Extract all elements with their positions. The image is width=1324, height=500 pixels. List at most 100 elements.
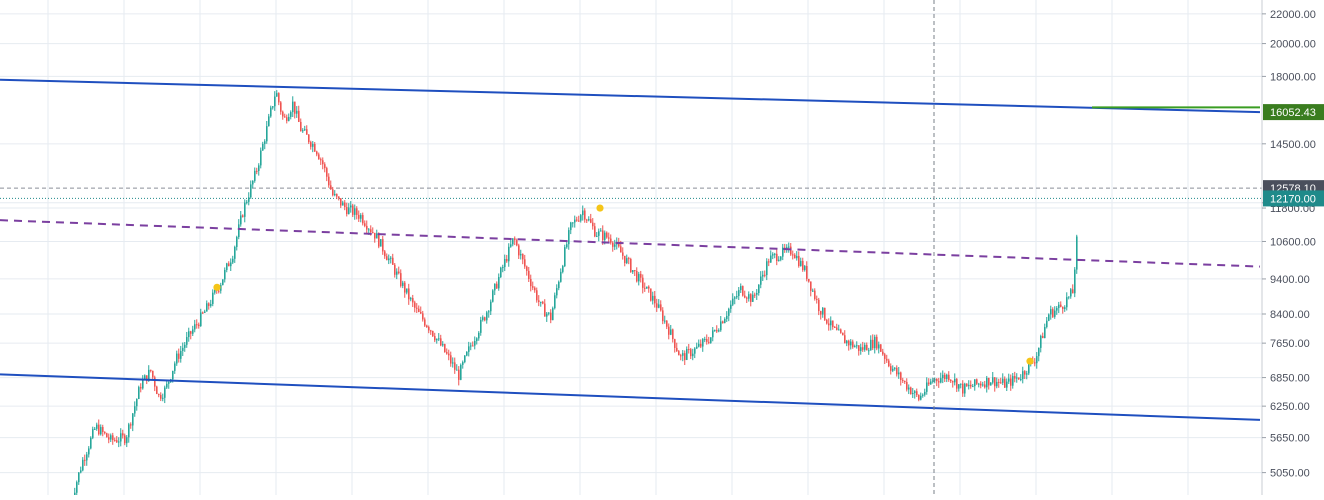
candle [726, 311, 728, 323]
candle [934, 377, 936, 384]
candle [730, 300, 732, 313]
candle-body [702, 339, 704, 347]
candle-body [634, 270, 636, 272]
candle [188, 327, 190, 342]
candle-body [1070, 289, 1072, 297]
candle-body [772, 254, 774, 256]
candle-body [520, 254, 522, 256]
candle-body [326, 168, 328, 177]
candle-body [508, 246, 510, 262]
candle-body [196, 324, 198, 326]
candle [76, 480, 78, 498]
lower-channel-line[interactable] [0, 373, 1261, 421]
candle [498, 273, 500, 291]
candle-body [732, 298, 734, 305]
candle [104, 431, 106, 435]
candle-body [344, 202, 346, 208]
candle-body [860, 347, 862, 351]
candle [284, 113, 286, 118]
candle [424, 317, 426, 328]
candle-body [252, 180, 254, 185]
candle-body [742, 286, 744, 296]
candle-body [878, 344, 880, 349]
candle [1012, 373, 1014, 389]
y-tick-label: 5650.00 [1270, 433, 1310, 445]
candle-body [1026, 373, 1028, 375]
candle [554, 292, 556, 310]
y-tick-label: 22000.00 [1270, 9, 1316, 21]
candle [386, 253, 388, 261]
candle-body [586, 219, 588, 221]
candle-body [230, 262, 232, 267]
candle-body [206, 303, 208, 312]
candle [312, 141, 314, 153]
candle [388, 254, 390, 265]
candle [782, 243, 784, 261]
candle [110, 433, 112, 443]
candle [390, 256, 392, 264]
price-axis[interactable]: 22000.0020000.0018000.0014500.0012000.00… [1261, 0, 1324, 495]
candle-body [452, 362, 454, 364]
candle-body [496, 283, 498, 289]
candle-body [126, 437, 128, 444]
candle [250, 180, 252, 199]
candle [164, 385, 166, 404]
candle-body [936, 378, 938, 382]
candle-body [466, 351, 468, 356]
candle-body [672, 329, 674, 340]
candle-body [964, 383, 966, 394]
candle-body [564, 247, 566, 267]
candle-body [794, 254, 796, 259]
candle [476, 337, 478, 345]
candle [622, 247, 624, 260]
candle-body [636, 271, 638, 282]
candle-body [880, 344, 882, 352]
candle [408, 283, 410, 305]
candle-body [348, 207, 350, 215]
candle [682, 350, 684, 362]
candle-body [280, 102, 282, 112]
candle [818, 297, 820, 316]
candle [836, 323, 838, 331]
candle [896, 365, 898, 377]
candle-body [1024, 371, 1026, 375]
candle [1010, 374, 1012, 391]
candle-body [160, 394, 162, 399]
candle [704, 336, 706, 343]
candle-body [638, 273, 640, 282]
candle-body [970, 384, 972, 387]
candle [422, 310, 424, 322]
candle-body [668, 326, 670, 335]
candle [112, 432, 114, 445]
candle-body [112, 435, 114, 441]
upper-channel-line[interactable] [0, 78, 1261, 114]
candle-body [340, 198, 342, 206]
candle-body [490, 301, 492, 312]
candle-body [360, 215, 362, 219]
candle-body [300, 121, 302, 132]
candle [606, 231, 608, 239]
candle-body [782, 247, 784, 257]
candle-body [1002, 378, 1004, 383]
candle [294, 101, 296, 119]
candle-body [450, 355, 452, 364]
candle-body [536, 290, 538, 301]
candle-body [648, 286, 650, 289]
candle [702, 337, 704, 352]
candle [744, 290, 746, 299]
trend-lines[interactable] [0, 78, 1261, 421]
candle-body [962, 383, 964, 394]
candle-body [1056, 308, 1058, 311]
candle-body [180, 350, 182, 359]
candle [270, 105, 272, 118]
candle-body [346, 207, 348, 215]
neckline[interactable] [0, 219, 1261, 268]
candle [662, 307, 664, 325]
candle [612, 241, 614, 252]
y-tick-label: 6250.00 [1270, 401, 1310, 413]
candle [968, 380, 970, 390]
candle-body [788, 246, 790, 248]
candle-body [552, 308, 554, 321]
